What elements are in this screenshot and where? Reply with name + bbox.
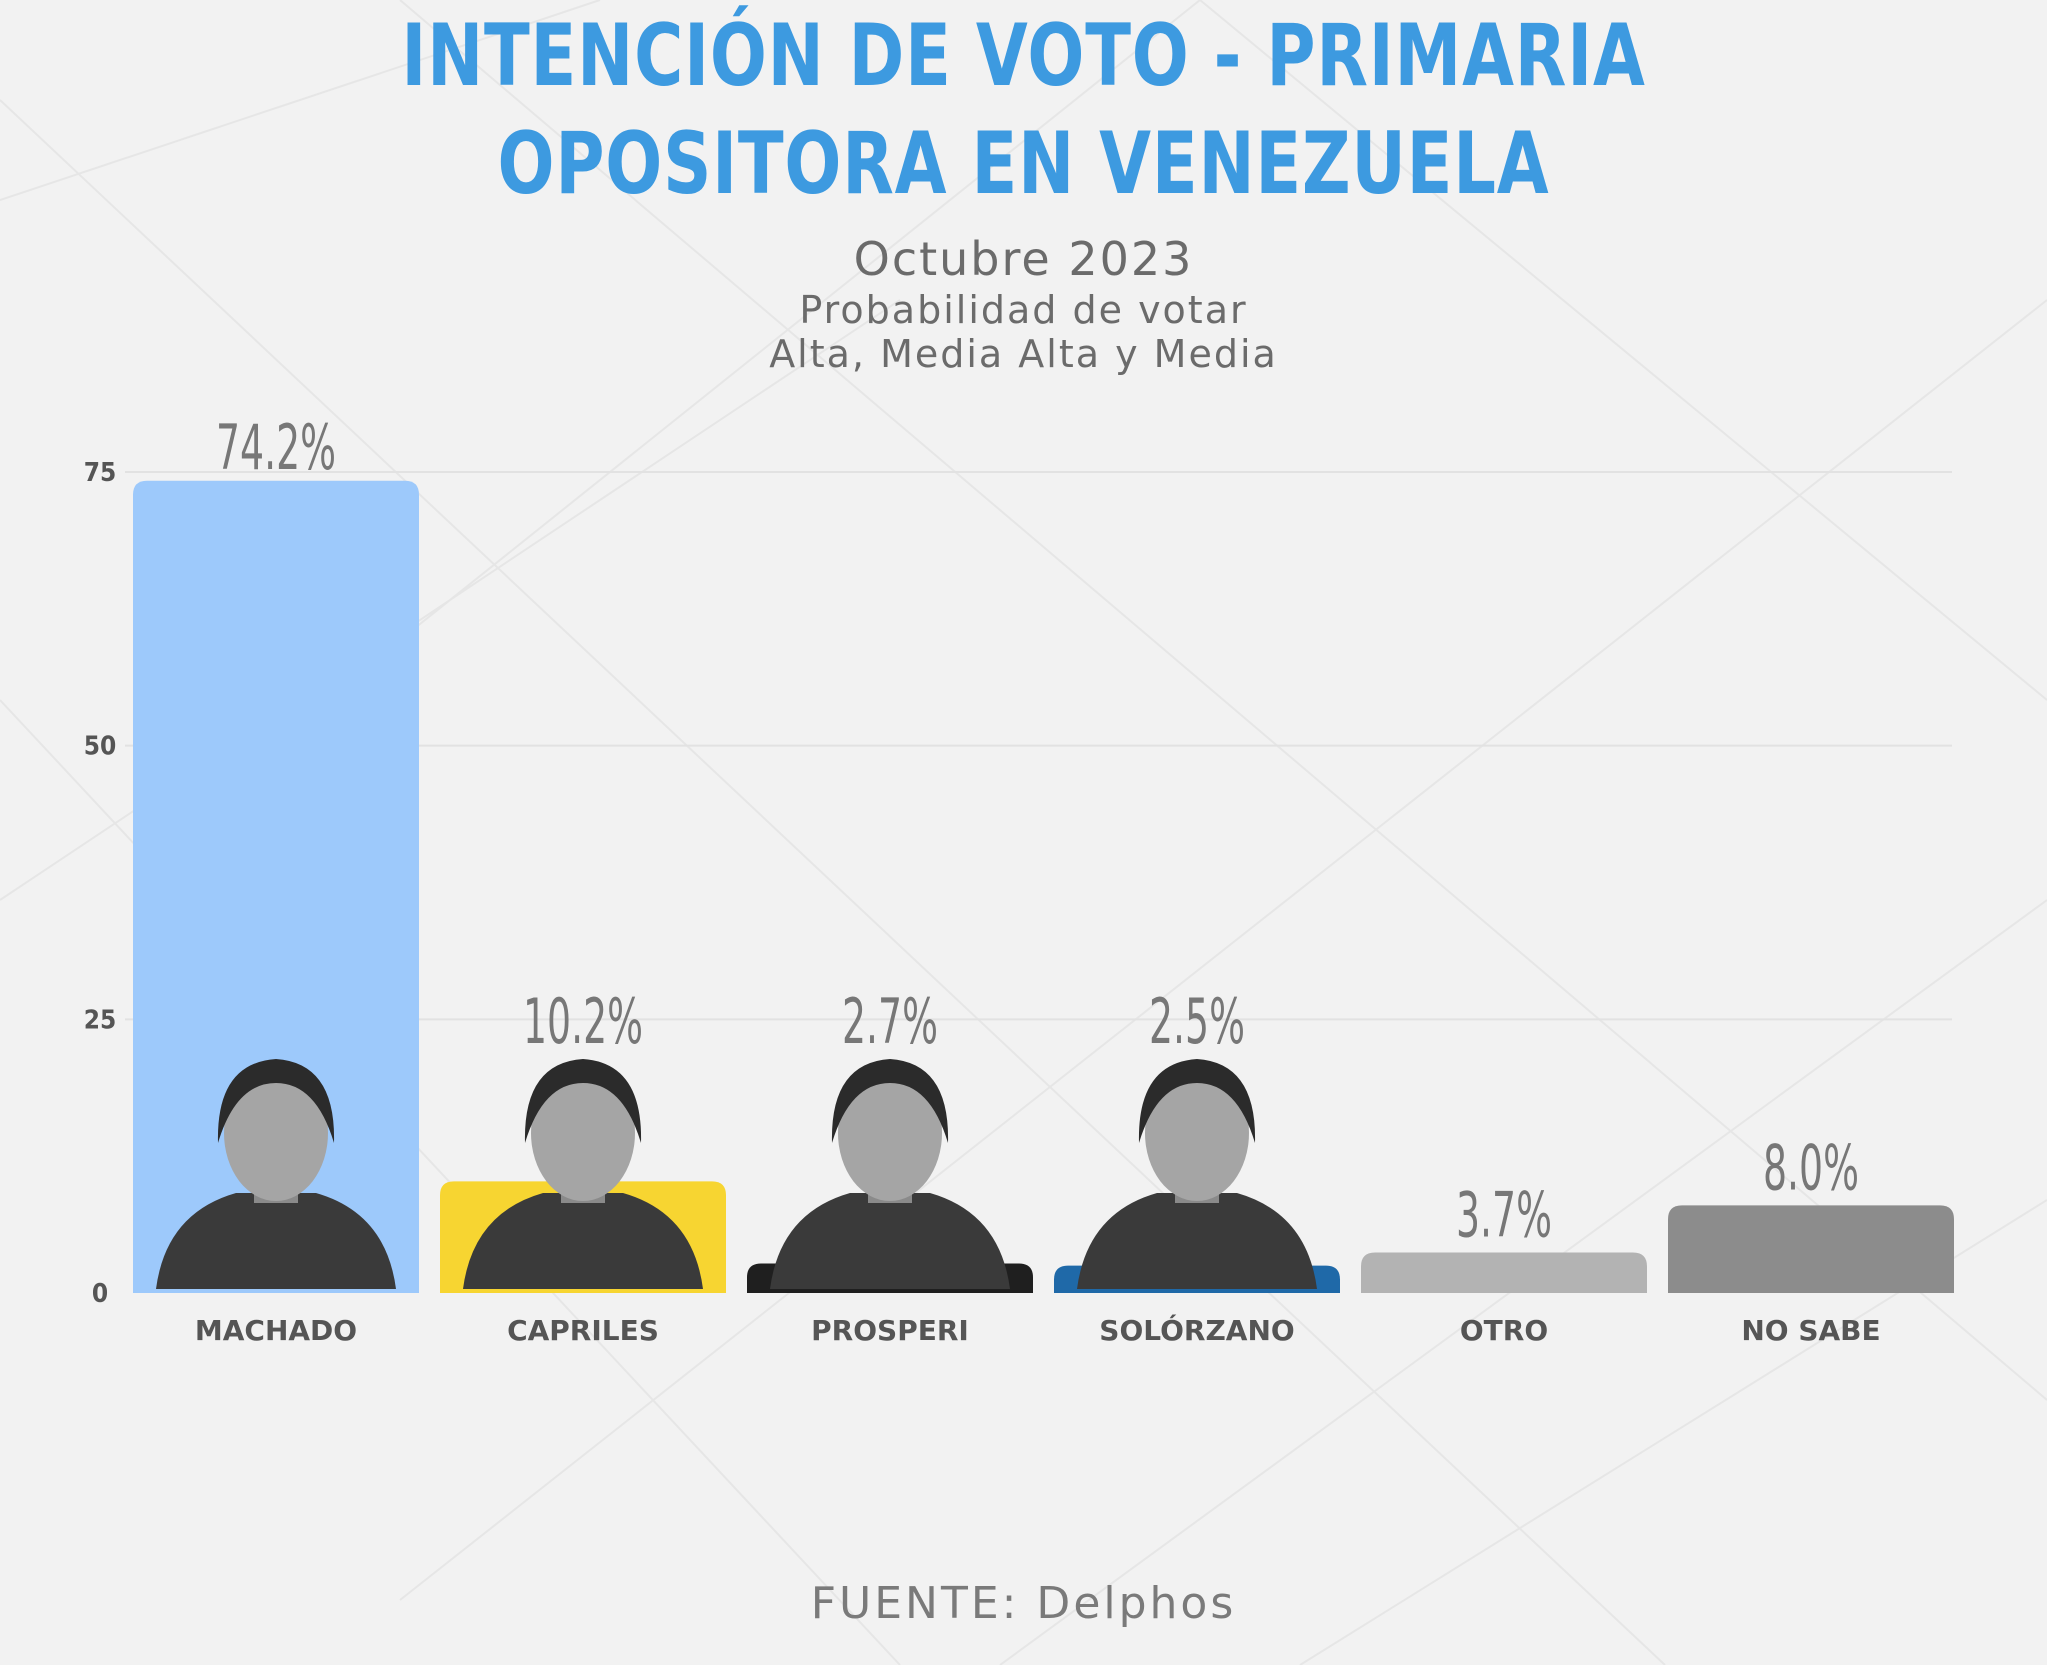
bar-no-sabe: [1668, 1205, 1954, 1293]
bar-otro: [1361, 1252, 1647, 1293]
candidate-photo: [463, 1059, 703, 1289]
y-tick-label: 50: [84, 732, 117, 762]
y-tick-label: 0: [92, 1279, 108, 1309]
value-label: 2.7%: [842, 985, 938, 1058]
value-label: 10.2%: [523, 985, 643, 1058]
candidate-photo: [156, 1059, 396, 1289]
source-note: FUENTE: Delphos: [810, 1578, 1237, 1629]
category-label: CAPRILES: [507, 1314, 659, 1347]
y-tick-label: 25: [84, 1005, 117, 1035]
subtitle-probability: Probabilidad de votar: [799, 288, 1248, 332]
category-label: MACHADO: [195, 1314, 357, 1347]
chart-title-line-1: INTENCIÓN DE VOTO - PRIMARIA: [401, 6, 1646, 106]
category-label: NO SABE: [1741, 1314, 1880, 1347]
category-label: OTRO: [1460, 1314, 1548, 1347]
value-label: 8.0%: [1763, 1131, 1859, 1204]
value-label: 2.5%: [1149, 985, 1245, 1058]
subtitle-date: Octubre 2023: [853, 232, 1194, 286]
category-label: PROSPERI: [811, 1314, 969, 1347]
category-label: SOLÓRZANO: [1099, 1313, 1294, 1347]
chart-title-line-2: OPOSITORA EN VENEZUELA: [497, 114, 1550, 214]
subtitle-levels: Alta, Media Alta y Media: [769, 332, 1278, 376]
candidate-photo: [770, 1059, 1010, 1289]
value-label: 74.2%: [216, 411, 336, 484]
bar-machado: [133, 480, 419, 1293]
y-tick-label: 75: [84, 458, 117, 488]
candidate-photo: [1077, 1059, 1317, 1289]
value-label: 3.7%: [1456, 1178, 1552, 1251]
